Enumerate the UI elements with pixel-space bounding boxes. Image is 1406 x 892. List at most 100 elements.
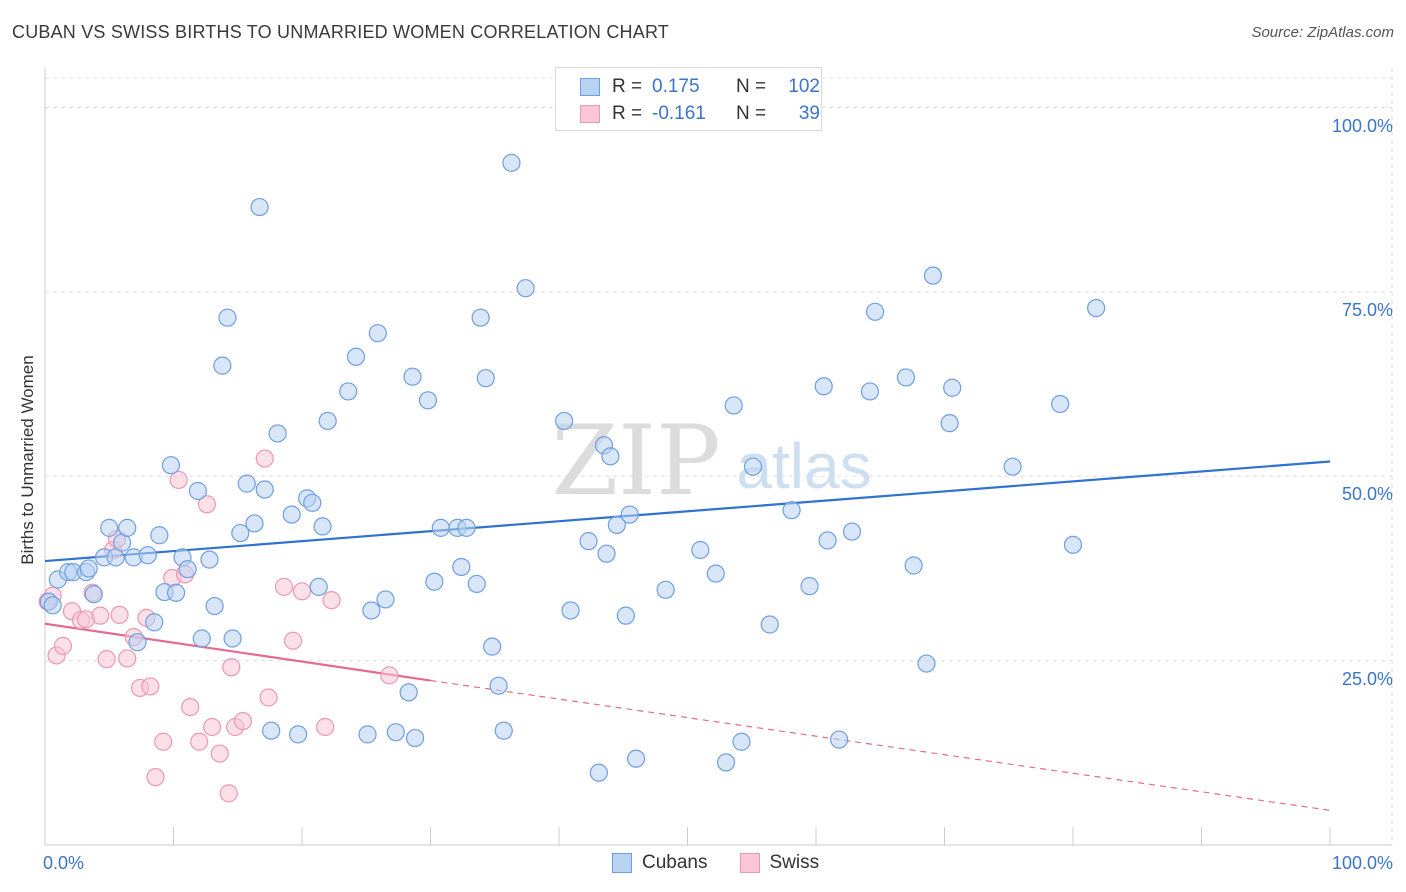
swiss-point [222, 658, 241, 677]
cuban-point [358, 725, 377, 744]
cuban-point [896, 368, 916, 387]
cuban-point [483, 637, 502, 656]
swiss-point [259, 688, 278, 707]
swiss-swatch [739, 853, 760, 873]
n-value: 39 [798, 103, 820, 124]
cuban-point [814, 377, 833, 396]
cuban-point [431, 518, 450, 537]
cuban-point [289, 725, 308, 744]
swiss-point [210, 744, 229, 763]
stats-legend: R = 0.175 N = 102 R = -0.161 N = 39 [555, 67, 822, 131]
legend-item-cubans[interactable]: Cubans [612, 852, 708, 874]
cuban-point [118, 518, 137, 537]
cuban-point [138, 546, 157, 565]
chart-title: CUBAN VS SWISS BIRTHS TO UNMARRIED WOMEN… [12, 22, 670, 42]
cuban-point [150, 526, 169, 545]
cuban-point [368, 324, 387, 343]
swiss-point [197, 495, 217, 514]
cuban-point [178, 560, 197, 579]
swiss-trend-line [44, 622, 431, 682]
legend-row-swiss: R = -0.161 N = 39 [580, 103, 820, 125]
cuban-point [346, 347, 366, 366]
legend-label-cubans: Cubans [642, 852, 708, 873]
cuban-point [601, 447, 620, 466]
cuban-point [245, 514, 264, 533]
cuban-point [188, 481, 208, 501]
cuban-point [561, 601, 580, 620]
cuban-point [940, 414, 959, 433]
cuban-point [1003, 457, 1022, 476]
cuban-point [399, 683, 418, 702]
cuban-point [250, 197, 269, 217]
cuban-point [555, 411, 574, 431]
cuban-point [403, 367, 422, 386]
cuban-point [262, 721, 281, 740]
legend-label-swiss: Swiss [769, 852, 820, 873]
cuban-point [782, 501, 801, 520]
swiss-point [283, 631, 303, 650]
swiss-point [53, 636, 73, 655]
cubans-swatch [580, 78, 600, 96]
cuban-point [362, 601, 381, 620]
cuban-point [476, 369, 495, 388]
cuban-point [425, 572, 444, 591]
cuban-point [43, 596, 62, 615]
cuban-point [866, 302, 885, 321]
cuban-point [800, 577, 819, 596]
cuban-point [620, 505, 639, 524]
swiss-point [322, 591, 341, 610]
swiss-point [91, 606, 110, 625]
cuban-point [579, 532, 598, 551]
cuban-point [943, 378, 962, 397]
n-label: N = [736, 103, 767, 124]
x-tick-label-min: 0.0% [43, 853, 85, 873]
cuban-point [100, 518, 119, 537]
legend-item-swiss[interactable]: Swiss [739, 852, 820, 874]
cuban-point [457, 518, 476, 537]
cubans-trend-line [44, 460, 1331, 563]
watermark-zip: ZIP [551, 405, 720, 517]
cuban-point [904, 556, 923, 575]
r-value: 0.175 [652, 76, 700, 97]
cuban-point [213, 356, 232, 375]
cuban-point [589, 763, 608, 782]
cuban-point [1087, 299, 1106, 318]
swiss-point [118, 649, 137, 668]
cubans-swatch [612, 853, 632, 873]
cuban-point [84, 585, 103, 604]
cuban-point [691, 540, 710, 560]
cuban-point [830, 730, 849, 749]
cuban-point [923, 266, 943, 285]
cuban-point [231, 523, 250, 543]
cuban-point [128, 633, 147, 652]
y-tick-label: 75.0% [1341, 299, 1393, 320]
cuban-point [166, 583, 186, 602]
cuban-point [282, 505, 301, 524]
swiss-point [219, 784, 238, 803]
cuban-point [418, 391, 438, 410]
cuban-point [161, 456, 181, 475]
y-tick-label: 100.0% [1331, 115, 1393, 136]
cuban-point [303, 493, 322, 512]
legend-row-cubans: R = 0.175 N = 102 [580, 76, 820, 98]
series-legend: Cubans Swiss [612, 852, 851, 874]
cuban-point [502, 153, 521, 172]
cuban-point [205, 596, 224, 616]
cuban-point [706, 564, 725, 583]
cuban-point [309, 577, 328, 596]
cuban-point [607, 515, 626, 535]
x-tick-label-max: 100.0% [1331, 853, 1393, 873]
cuban-point [732, 732, 751, 751]
cuban-point [339, 382, 358, 401]
cuban-point [218, 308, 237, 327]
cuban-point [626, 749, 646, 768]
swiss-point [202, 717, 222, 737]
cuban-point [616, 606, 635, 625]
cuban-point [223, 629, 242, 648]
cuban-point [516, 279, 535, 298]
swiss-point [255, 449, 274, 468]
swiss-point [233, 711, 252, 731]
cuban-point [917, 654, 936, 673]
swiss-swatch [580, 105, 600, 123]
